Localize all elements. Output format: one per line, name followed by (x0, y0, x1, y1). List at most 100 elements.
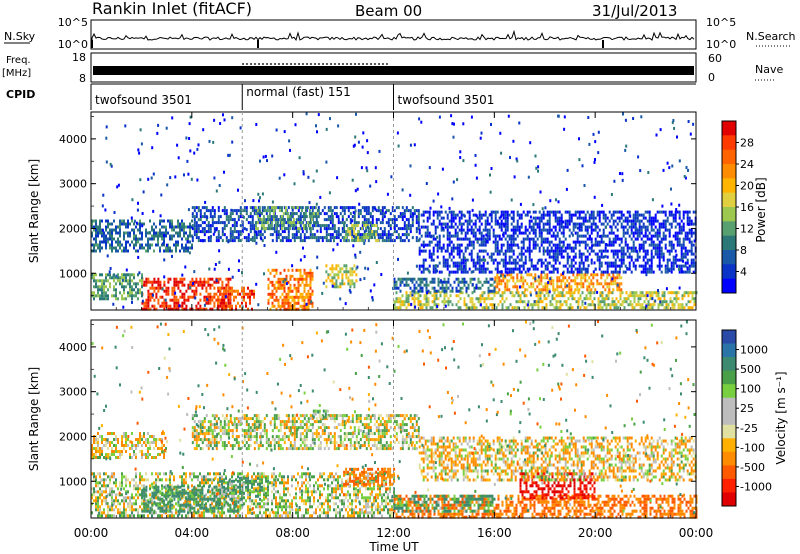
power-cell (191, 307, 194, 311)
power-cell (554, 234, 557, 238)
power-cell (227, 283, 230, 287)
power-cell (271, 239, 274, 243)
power-cell (129, 234, 131, 238)
power-cell (123, 276, 125, 280)
power-cell (618, 219, 621, 223)
power-cell (159, 219, 161, 223)
power-cell (508, 246, 511, 250)
power-cell (199, 212, 202, 216)
power-cell (169, 304, 172, 308)
power-cell (641, 303, 644, 307)
power-cell (462, 261, 465, 265)
power-cell (512, 219, 515, 223)
power-cell (508, 267, 511, 271)
power-cell (614, 225, 617, 229)
power-cell (401, 303, 404, 307)
power-cell (167, 280, 170, 284)
power-cell (449, 289, 452, 293)
power-cell (574, 225, 577, 229)
power-cell (209, 286, 212, 290)
power-speckle (212, 140, 215, 144)
power-cell (431, 286, 434, 290)
power-cell (446, 258, 449, 262)
power-cell (101, 246, 103, 250)
power-speckle (435, 264, 437, 268)
power-cell (644, 264, 647, 268)
power-cell (642, 267, 645, 271)
power-cell (561, 291, 564, 295)
power-cell (217, 280, 220, 284)
power-cell (191, 243, 193, 247)
power-cell (548, 249, 551, 253)
power-cell (163, 283, 166, 287)
power-cell (151, 228, 153, 232)
power-cell (446, 267, 449, 271)
power-cell (286, 215, 289, 219)
power-cell (586, 210, 589, 214)
power-cell (391, 209, 394, 213)
power-cell (231, 212, 234, 216)
power-cell (446, 246, 449, 250)
power-cell (307, 292, 310, 296)
power-cell (634, 264, 637, 268)
power-cell (233, 230, 236, 234)
power-speckle (354, 209, 357, 213)
power-cell (442, 261, 445, 265)
power-cell (504, 258, 507, 262)
power-cell (303, 268, 306, 272)
power-cell (339, 285, 342, 289)
power-cell (287, 295, 290, 299)
power-cell (357, 224, 360, 227)
cpid-segments (90, 83, 394, 110)
power-cell (325, 233, 328, 237)
power-cell (175, 298, 178, 302)
power-cell (161, 219, 163, 223)
power-speckle (510, 198, 513, 202)
power-cell (574, 279, 577, 283)
power-cell (620, 255, 623, 259)
power-cell (682, 264, 685, 268)
power-cell (259, 221, 262, 225)
power-cell (153, 237, 155, 241)
power-cell (536, 243, 539, 247)
power-cell (277, 233, 280, 237)
power-cell (433, 297, 436, 301)
power-cell (111, 276, 113, 280)
power-speckle (610, 193, 613, 196)
power-cell (280, 224, 283, 228)
power-cell (629, 294, 632, 298)
power-speckle (591, 244, 594, 248)
power-cell (644, 249, 647, 253)
power-cell (409, 230, 412, 234)
power-cell (405, 297, 408, 301)
power-cell (566, 225, 569, 229)
power-cell (403, 212, 406, 216)
power-cell (177, 240, 179, 244)
power-cell (317, 236, 320, 240)
power-cell (385, 239, 388, 243)
power-cell (103, 240, 105, 244)
power-cell (311, 233, 314, 237)
power-speckle (356, 187, 359, 191)
power-cell (107, 240, 109, 244)
power-cell (633, 294, 636, 298)
power-speckle (201, 239, 204, 243)
power-cell (369, 215, 372, 219)
power-cell (452, 225, 455, 229)
power-cell (281, 283, 284, 287)
power-cell (353, 224, 356, 227)
power-cell (245, 239, 248, 243)
power-cell (520, 213, 523, 217)
power-cell (433, 280, 436, 284)
power-cell (600, 222, 603, 226)
power-cell (163, 249, 165, 253)
power-cell (369, 236, 372, 239)
power-cell (139, 279, 141, 283)
power-speckle (583, 184, 586, 187)
power-cell (599, 300, 602, 304)
power-cell (468, 243, 471, 247)
power-cell (371, 215, 374, 219)
power-cell (459, 286, 462, 290)
power-speckle (440, 205, 443, 209)
power-cell (273, 224, 276, 228)
